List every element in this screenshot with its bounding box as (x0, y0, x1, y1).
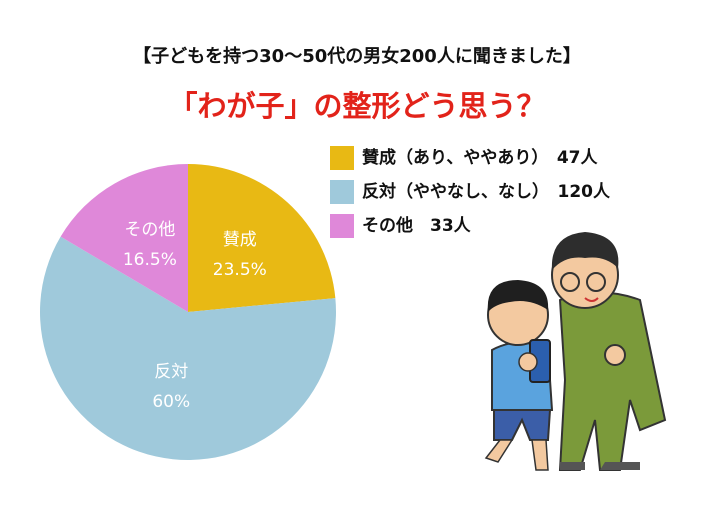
pie-slice (188, 164, 336, 312)
slice-label: 反対 (154, 362, 188, 382)
illustration (484, 232, 667, 471)
slice-value: 16.5% (123, 250, 177, 270)
slice-value: 60% (152, 392, 190, 412)
legend-swatch (330, 146, 354, 170)
slice-label: 賛成 (223, 230, 257, 250)
legend-swatch (330, 180, 354, 204)
legend-label: 反対（ややなし、なし） 120人 (362, 181, 611, 202)
chart-subtitle: 「わが子」の整形どう思う？ (168, 89, 545, 123)
slice-label: その他 (124, 220, 175, 240)
legend-label: その他 33人 (362, 215, 472, 236)
pie: 賛成 23.5% 反対 60% その他 16.5% (39, 164, 336, 461)
chart-title: 【子どもを持つ30〜50代の男女200人に聞きました】 (133, 45, 581, 67)
legend-swatch (330, 214, 354, 238)
legend-label: 賛成（あり、ややあり） 47人 (362, 147, 598, 168)
pie-slice (60, 164, 188, 312)
slice-value: 23.5% (213, 260, 267, 280)
pie-slice (39, 236, 336, 461)
